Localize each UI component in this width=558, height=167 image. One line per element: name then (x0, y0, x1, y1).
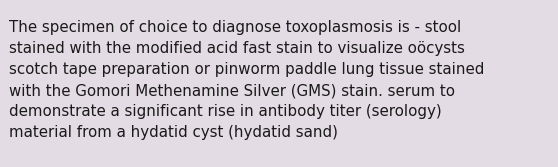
Text: The specimen of choice to diagnose toxoplasmosis is - stool
stained with the mod: The specimen of choice to diagnose toxop… (9, 20, 484, 140)
